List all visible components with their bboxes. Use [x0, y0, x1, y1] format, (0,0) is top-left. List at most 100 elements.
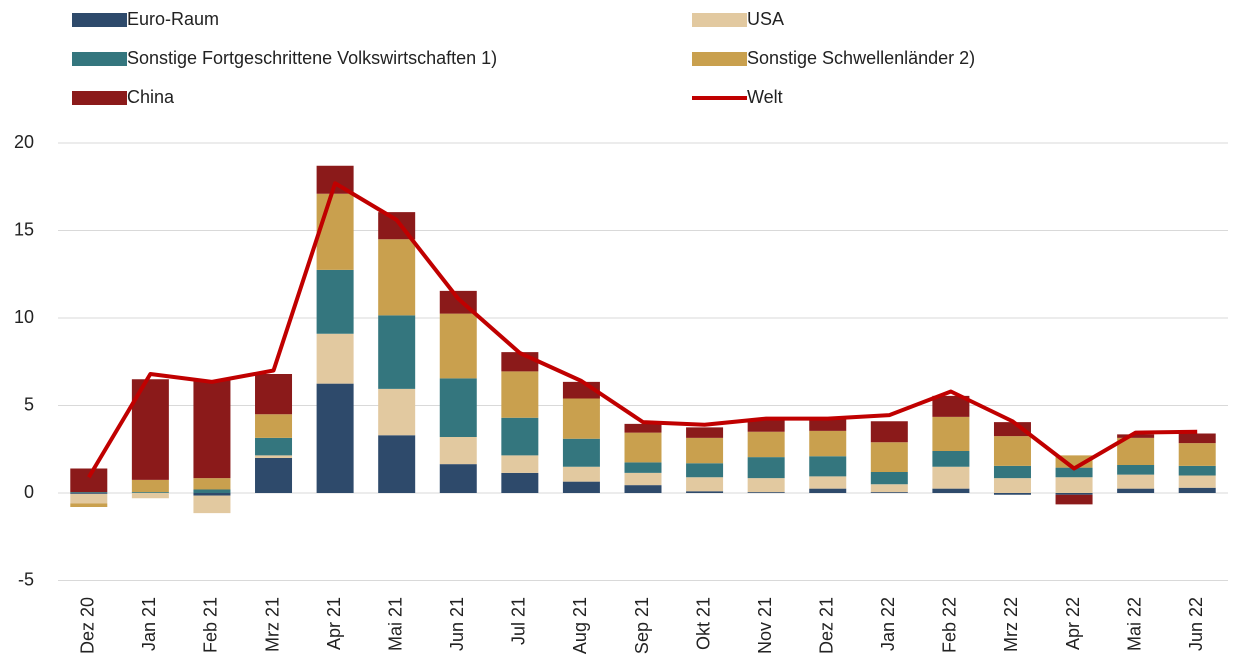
bar-segment	[439, 313, 477, 379]
bar-segment	[1178, 475, 1216, 488]
bar-segment	[1055, 477, 1093, 493]
bar-segment	[1055, 467, 1093, 478]
bar-segment	[70, 492, 108, 493]
bar-segment	[747, 492, 785, 493]
y-tick-label: 10	[14, 307, 34, 327]
bar-segment	[932, 395, 970, 417]
bar-segment	[193, 380, 231, 479]
bar-segment	[439, 464, 477, 493]
bar-segment	[1117, 488, 1155, 493]
legend-label: Euro-Raum	[127, 9, 219, 29]
bar-segment	[70, 493, 108, 504]
bar-segment	[1178, 433, 1216, 444]
bar-segment	[993, 493, 1031, 495]
bar-segment	[193, 489, 231, 493]
bar-segment	[747, 420, 785, 432]
bar-segment	[747, 431, 785, 458]
bar-segment	[993, 422, 1031, 437]
bar-segment	[316, 193, 354, 270]
bar-segment	[1117, 465, 1155, 475]
bar-segment	[501, 472, 539, 493]
bar-segment	[809, 430, 847, 457]
legend-swatch	[692, 13, 747, 27]
x-tick-label: Feb 22	[940, 597, 960, 653]
bar-segment	[70, 468, 108, 493]
legend-label: Sonstige Fortgeschrittene Volkswirtschaf…	[127, 48, 497, 68]
bar-segment	[255, 437, 293, 456]
bar-segment	[624, 485, 662, 493]
bar-segment	[809, 456, 847, 477]
bar-segment	[131, 492, 169, 493]
legend-label: Sonstige Schwellenländer 2)	[747, 48, 975, 68]
bar-segment	[870, 492, 908, 493]
bar-segment	[870, 442, 908, 472]
x-tick-label: Dez 21	[816, 597, 836, 654]
bar-segment	[255, 374, 293, 415]
bar-segment	[809, 419, 847, 431]
bar-segment	[131, 479, 169, 493]
x-tick-label: Feb 21	[201, 597, 221, 653]
bar-segment	[747, 478, 785, 493]
bar-segment	[316, 333, 354, 384]
x-tick-label: Nov 21	[755, 597, 775, 654]
bar-segment	[747, 457, 785, 479]
bar-segment	[501, 417, 539, 456]
y-tick-label: 15	[14, 219, 34, 239]
bar-segment	[1055, 494, 1093, 505]
bar-segment	[131, 493, 169, 499]
legend-swatch	[692, 52, 747, 66]
bar-segment	[378, 315, 416, 389]
bar-segment	[439, 378, 477, 437]
bar-segment	[932, 416, 970, 451]
legend-swatch	[72, 13, 127, 27]
bar-segment	[686, 463, 724, 478]
bar-segment	[70, 503, 108, 507]
x-tick-label: Jun 22	[1186, 597, 1206, 651]
bar-segment	[70, 493, 108, 494]
bar-segment	[1117, 434, 1155, 438]
bar-segment	[1117, 437, 1155, 465]
legend-label: China	[127, 87, 175, 107]
x-tick-label: Mrz 21	[262, 597, 282, 652]
bar-segment	[932, 451, 970, 467]
bar-segment	[193, 495, 231, 514]
bar-segment	[686, 427, 724, 438]
line-series	[87, 181, 1198, 479]
bar-segment	[809, 488, 847, 493]
bar-segment	[624, 432, 662, 463]
y-tick-label: -5	[18, 569, 34, 589]
y-tick-label: 0	[24, 482, 34, 502]
x-tick-label: Jun 21	[447, 597, 467, 651]
bar-segment	[686, 491, 724, 493]
bar-segment	[378, 388, 416, 436]
bar-segment	[686, 437, 724, 464]
x-tick-label: Apr 21	[324, 597, 344, 650]
bar-segment	[993, 478, 1031, 493]
x-tick-label: Jan 22	[878, 597, 898, 651]
x-tick-label: Okt 21	[693, 597, 713, 650]
bar-segment	[562, 398, 600, 439]
bar-segment	[870, 472, 908, 485]
bar-segment	[501, 455, 539, 473]
bar-segment	[1178, 443, 1216, 466]
legend-swatch	[72, 91, 127, 105]
legend-swatch	[72, 52, 127, 66]
x-tick-label: Mai 22	[1124, 597, 1144, 651]
bar-segment	[624, 423, 662, 433]
bar-segment	[193, 478, 231, 490]
x-tick-label: Mai 21	[385, 597, 405, 651]
bar-segment	[993, 465, 1031, 479]
bar-segment	[1178, 487, 1216, 493]
y-tick-label: 5	[24, 394, 34, 414]
bar-segment	[932, 488, 970, 493]
bar-segment	[316, 383, 354, 493]
bar-segment	[870, 484, 908, 493]
bar-segment	[378, 435, 416, 493]
bar-segment	[809, 476, 847, 489]
x-tick-label: Aug 21	[570, 597, 590, 654]
bar-segment	[624, 472, 662, 486]
bar-segment	[439, 437, 477, 465]
x-tick-label: Jul 21	[509, 597, 529, 645]
bar-segment	[255, 455, 293, 458]
